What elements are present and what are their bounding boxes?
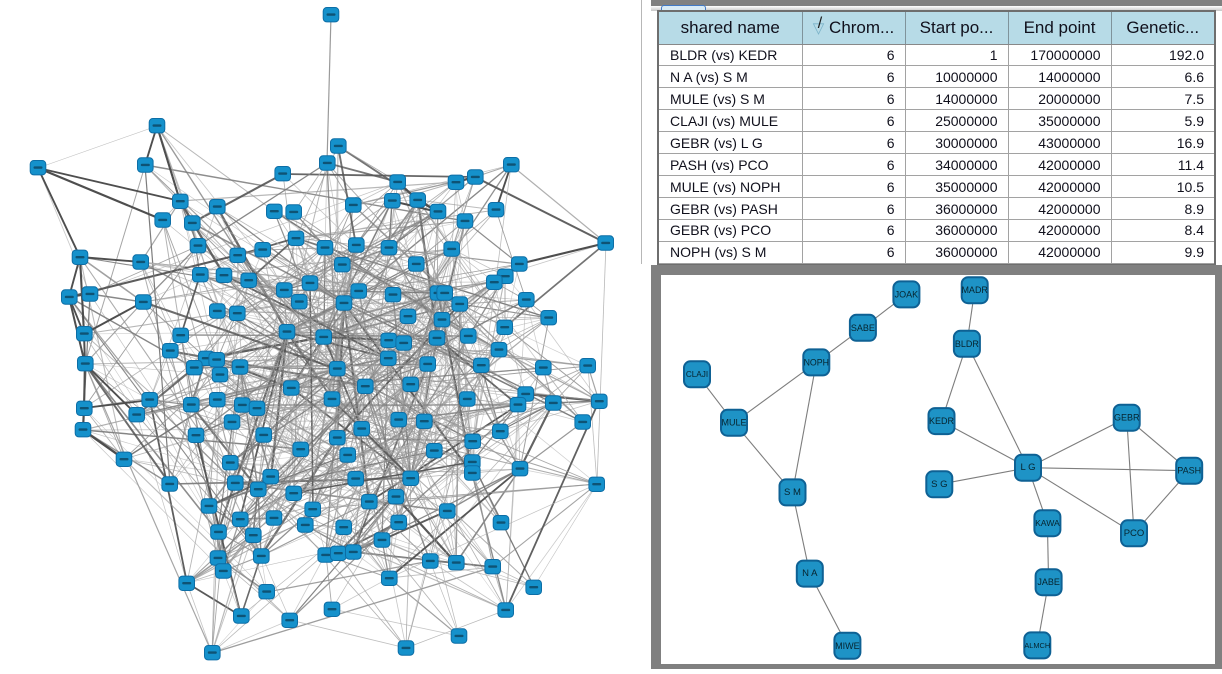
svg-text:BLDR: BLDR <box>955 338 980 348</box>
svg-text:S M: S M <box>784 486 801 497</box>
svg-text:CLAJI: CLAJI <box>686 369 708 378</box>
svg-text:JOAK: JOAK <box>895 289 919 299</box>
svg-text:KEDR: KEDR <box>929 416 955 426</box>
svg-text:SABE: SABE <box>851 322 875 332</box>
svg-text:PASH: PASH <box>1177 465 1201 475</box>
svg-text:MIWE: MIWE <box>835 640 860 650</box>
svg-text:L G: L G <box>1021 462 1036 473</box>
svg-text:KAWA: KAWA <box>1035 518 1060 528</box>
svg-text:NOPH: NOPH <box>804 357 829 367</box>
svg-text:N A: N A <box>802 568 818 579</box>
svg-text:GEBR: GEBR <box>1114 412 1140 422</box>
svg-text:PCO: PCO <box>1124 527 1145 538</box>
svg-text:MULE: MULE <box>721 417 746 427</box>
svg-text:S G: S G <box>931 478 947 489</box>
svg-text:ALMCH: ALMCH <box>1024 640 1050 649</box>
svg-text:JABE: JABE <box>1037 577 1060 587</box>
svg-text:MADR: MADR <box>961 285 988 295</box>
